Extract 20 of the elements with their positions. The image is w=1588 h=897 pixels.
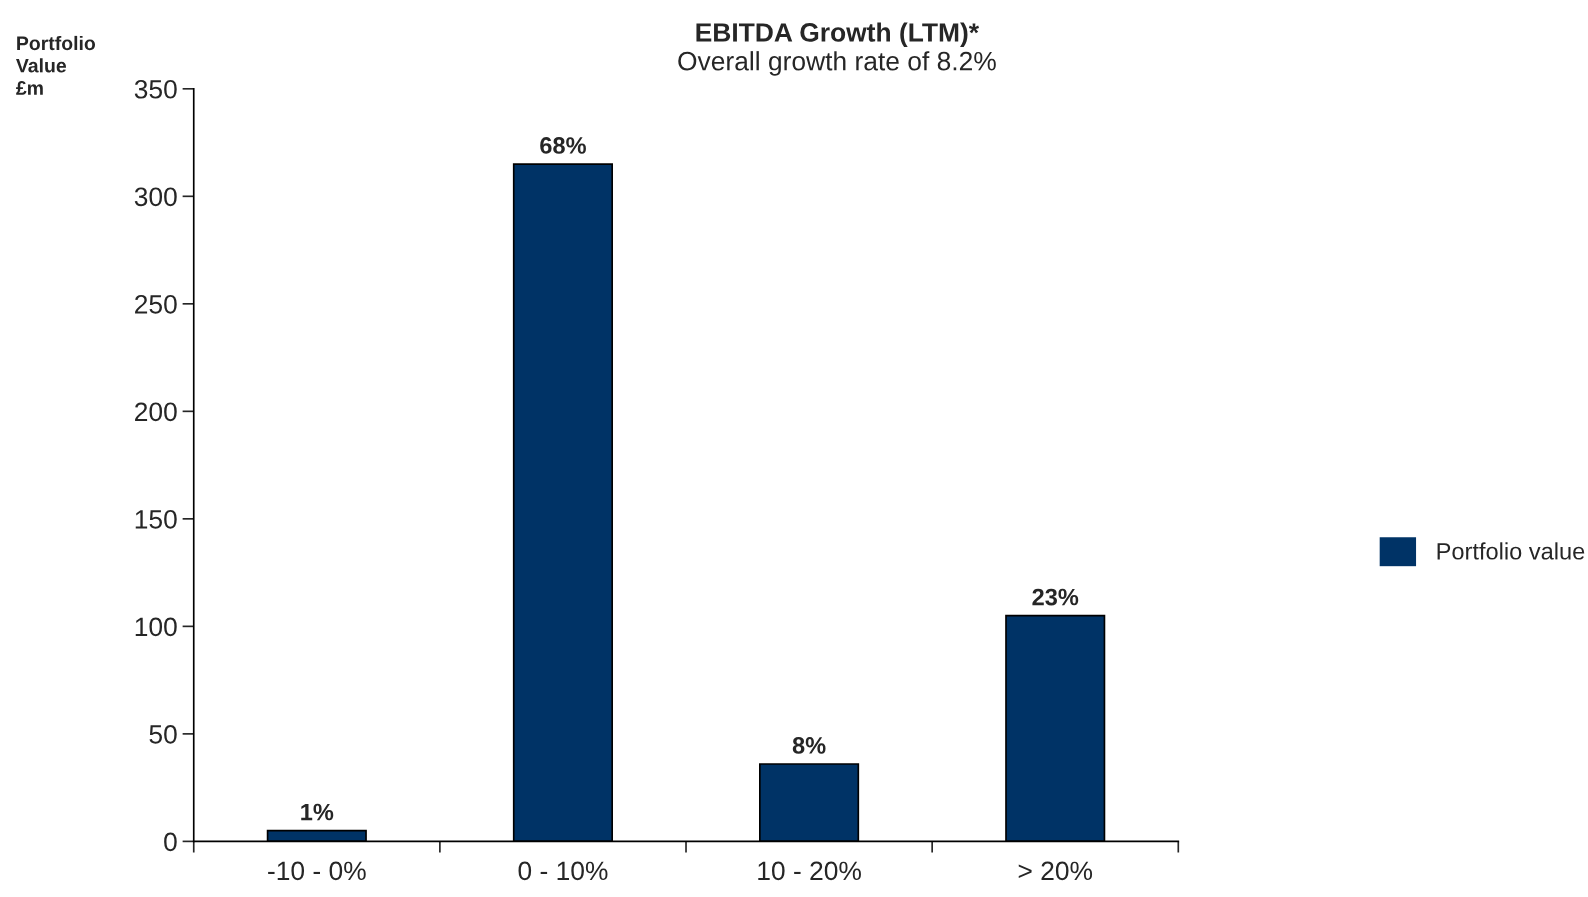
- chart-title: EBITDA Growth (LTM)*: [696, 22, 980, 48]
- annotation: 1%: [301, 803, 334, 821]
- annotation: 8%: [792, 737, 826, 754]
- chart-subtitle: Overall growth rate of 8.2%: [678, 51, 996, 76]
- y-tick-label: 100: [135, 617, 177, 637]
- legend-label: Portfolio value: [1437, 542, 1585, 560]
- y-tick-label: 250: [135, 294, 177, 314]
- annotation: 68%: [540, 137, 586, 154]
- x-tick-label: 10 - 20%: [758, 861, 861, 881]
- annotation: 23%: [1032, 588, 1079, 606]
- y-tick-label: 0: [164, 832, 177, 852]
- y-tick-label: 300: [134, 187, 177, 207]
- x-tick-label: 0 - 10%: [518, 861, 608, 881]
- y-tick-label: 200: [135, 402, 177, 422]
- y-axis-title: Portfolio Value £m: [16, 35, 96, 95]
- y-tick-label: 150: [135, 509, 177, 529]
- y-tick-label: 50: [149, 725, 177, 744]
- y-tick-label: 350: [134, 79, 177, 99]
- x-tick-label: > 20%: [1018, 861, 1093, 881]
- x-tick-label: -10 - 0%: [268, 861, 366, 881]
